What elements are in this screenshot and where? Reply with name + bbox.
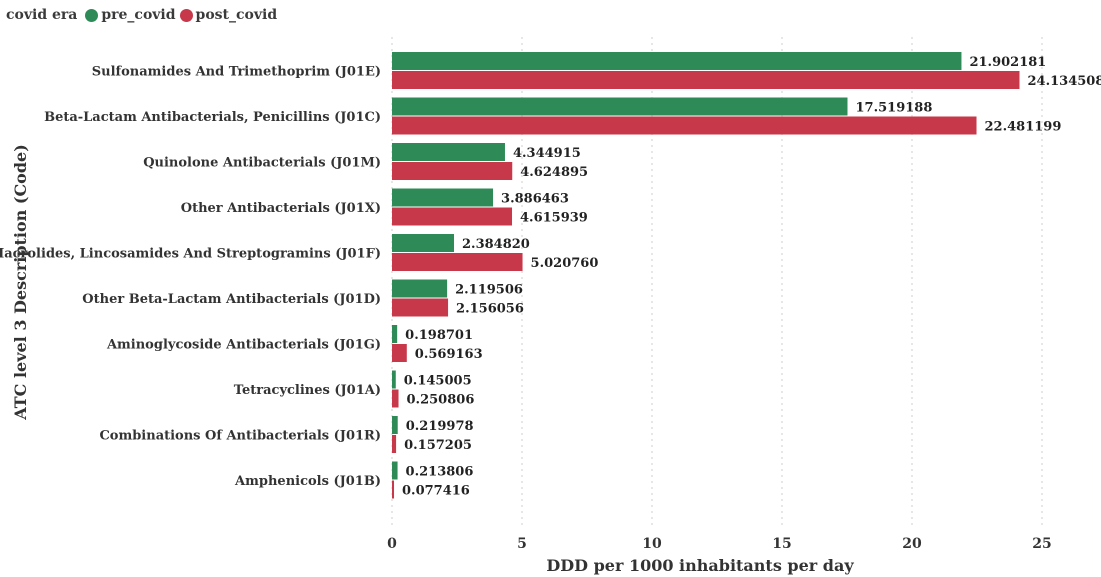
bar-post-covid [392, 435, 397, 453]
bar-pre-covid [392, 52, 962, 70]
category-label: Beta-Lactam Antibacterials, Penicillins … [44, 110, 381, 125]
legend-item-pre-covid[interactable]: pre_covid [85, 7, 176, 23]
category-label: Sulfonamides And Trimethoprim (J01E) [92, 65, 381, 80]
y-axis-title: ATC level 3 Description (Code) [11, 144, 30, 421]
data-label-pre-covid: 2.119506 [455, 283, 523, 298]
bar-post-covid [392, 162, 513, 180]
legend-label-post-covid: post_covid [195, 7, 278, 23]
data-label-post-covid: 24.134508 [1027, 74, 1101, 89]
category-label: Combinations Of Antibacterials (J01R) [99, 429, 381, 444]
data-label-pre-covid: 0.213806 [406, 465, 474, 480]
bar-post-covid [392, 298, 449, 317]
x-tick-label-0: 0 [387, 536, 397, 552]
legend-title: covid era [6, 7, 78, 23]
data-label-post-covid: 4.615939 [520, 211, 588, 226]
bar-pre-covid [392, 325, 398, 343]
x-tick-label-25: 25 [1032, 536, 1051, 552]
data-label-pre-covid: 3.886463 [501, 192, 569, 207]
category-label: Amphenicols (J01B) [234, 474, 381, 489]
data-label-post-covid: 4.624895 [520, 165, 588, 180]
bar-pre-covid [392, 416, 398, 434]
category-label: Tetracyclines (J01A) [234, 383, 381, 398]
bar-post-covid [392, 71, 1020, 89]
data-label-pre-covid: 2.384820 [462, 237, 530, 252]
category-label: Other Antibacterials (J01X) [181, 201, 381, 216]
data-label-post-covid: 0.250806 [407, 393, 475, 408]
category-label: Aminoglycoside Antibacterials (J01G) [106, 338, 381, 353]
data-label-post-covid: 0.569163 [415, 347, 483, 362]
bar-post-covid [392, 253, 523, 271]
x-tick-label-15: 15 [772, 536, 791, 552]
legend-swatch-post-covid [179, 8, 193, 22]
bar-pre-covid [392, 461, 398, 480]
x-tick-label-5: 5 [517, 536, 527, 552]
category-label: Macrolides, Lincosamides And Streptogram… [0, 247, 381, 262]
data-label-post-covid: 22.481199 [985, 120, 1062, 135]
data-label-post-covid: 0.077416 [402, 484, 470, 499]
data-label-pre-covid: 17.519188 [855, 101, 932, 116]
bar-pre-covid [392, 370, 396, 389]
legend: covid era pre_covid post_covid [6, 4, 281, 26]
data-label-pre-covid: 0.219978 [406, 419, 474, 434]
legend-item-post-covid[interactable]: post_covid [179, 7, 278, 23]
bar-post-covid [392, 344, 407, 362]
bar-pre-covid [392, 97, 848, 116]
x-axis-title: DDD per 1000 inhabitants per day [546, 556, 854, 575]
data-label-pre-covid: 0.145005 [404, 374, 472, 389]
category-label: Other Beta-Lactam Antibacterials (J01D) [82, 292, 381, 307]
data-label-pre-covid: 4.344915 [513, 146, 581, 161]
bar-post-covid [392, 116, 977, 135]
data-label-pre-covid: 0.198701 [405, 328, 473, 343]
bar-post-covid [392, 480, 395, 499]
category-label: Quinolone Antibacterials (J01M) [143, 156, 381, 171]
data-label-post-covid: 2.156056 [456, 302, 524, 317]
bar-pre-covid [392, 143, 505, 161]
bar-pre-covid [392, 279, 448, 298]
legend-label-pre-covid: pre_covid [101, 7, 176, 23]
x-tick-label-20: 20 [902, 536, 922, 552]
bar-post-covid [392, 389, 399, 408]
bar-post-covid [392, 207, 513, 226]
data-label-post-covid: 0.157205 [404, 438, 472, 453]
x-tick-label-10: 10 [642, 536, 662, 552]
bar-pre-covid [392, 234, 455, 252]
data-label-post-covid: 5.020760 [531, 256, 599, 271]
legend-swatch-pre-covid [85, 8, 99, 22]
data-label-pre-covid: 21.902181 [969, 55, 1046, 70]
bar-pre-covid [392, 188, 494, 207]
